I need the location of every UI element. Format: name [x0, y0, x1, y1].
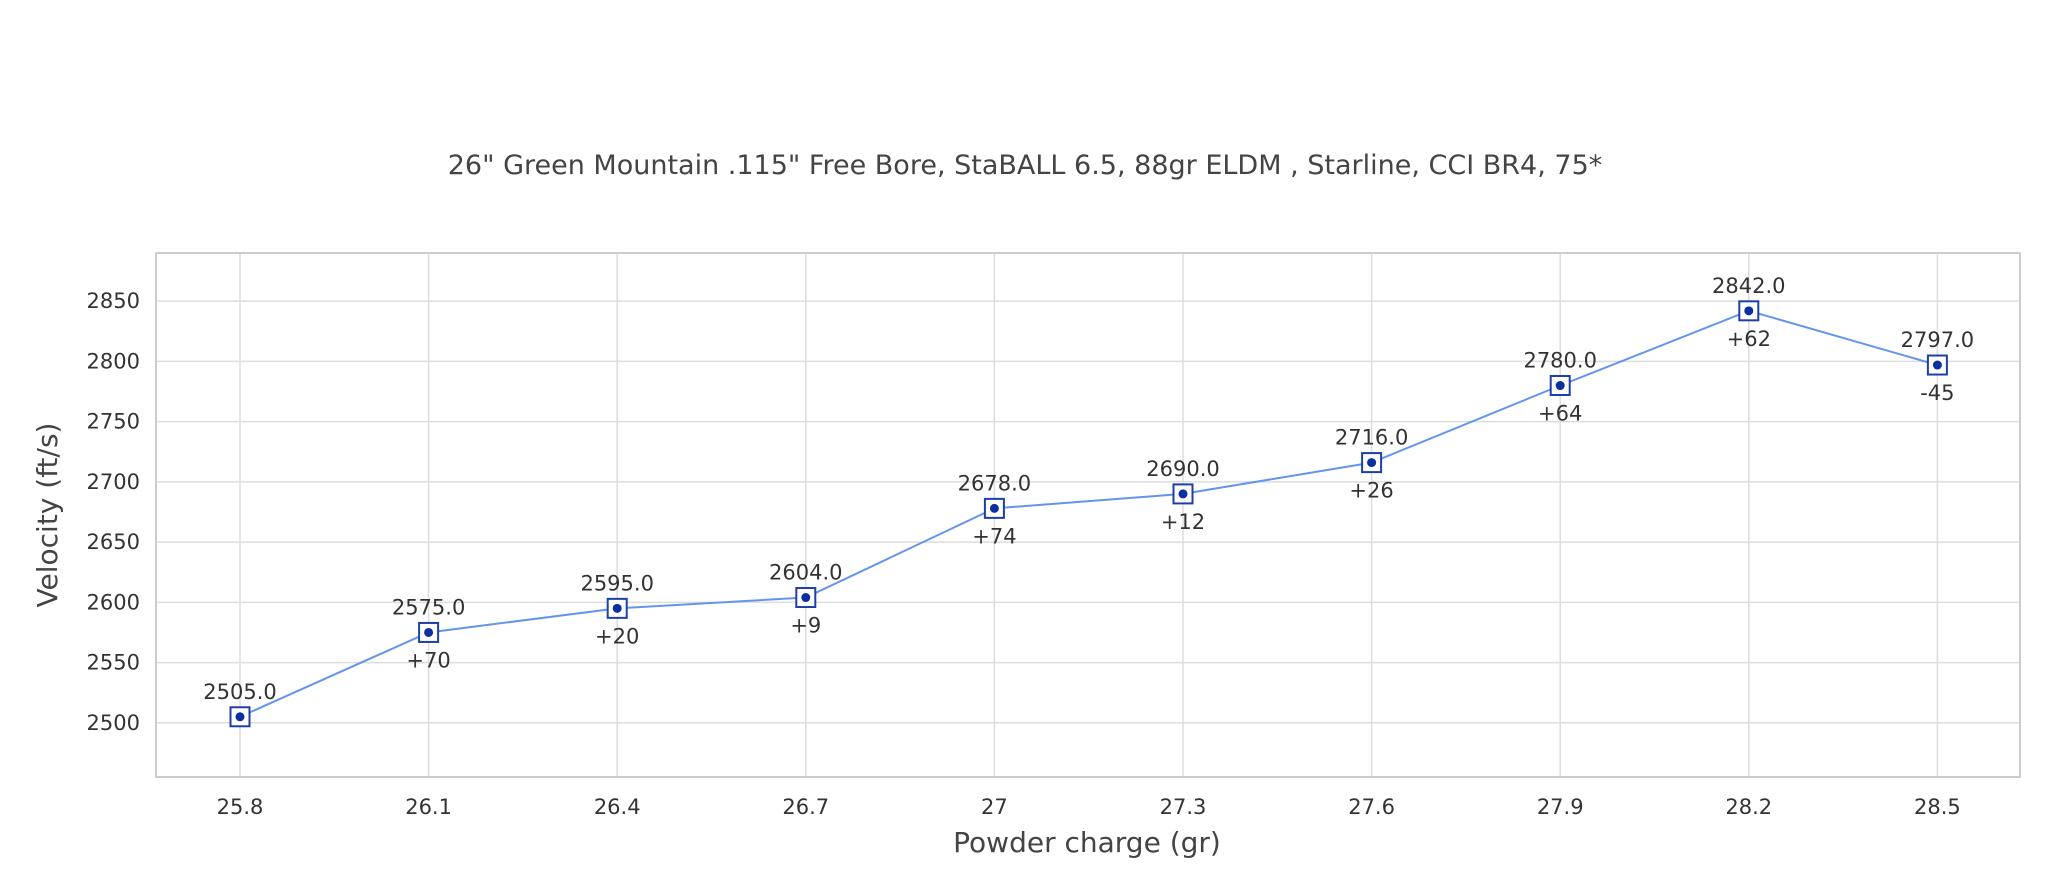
data-label-delta: +64: [1538, 402, 1582, 426]
point-dot: [424, 627, 434, 637]
y-tick-label: 2650: [87, 530, 140, 554]
data-label-value: 2575.0: [392, 595, 465, 619]
x-tick-label: 27.3: [1160, 795, 1207, 819]
data-label-value: 2604.0: [769, 561, 842, 585]
data-label-value: 2678.0: [958, 471, 1031, 495]
data-label-delta: -45: [1920, 381, 1954, 405]
point-dot: [612, 603, 622, 613]
data-label-delta: +20: [595, 624, 639, 648]
data-label-delta: +9: [790, 614, 821, 638]
y-axis-label: Velocity (ft/s): [31, 423, 64, 608]
point-dot: [1744, 306, 1754, 316]
x-tick-label: 26.7: [782, 795, 829, 819]
y-tick-label: 2700: [87, 470, 140, 494]
data-label-value: 2505.0: [203, 680, 276, 704]
data-label-value: 2595.0: [580, 571, 653, 595]
data-label-value: 2716.0: [1335, 426, 1408, 450]
data-label-value: 2797.0: [1901, 328, 1974, 352]
y-tick-label: 2500: [87, 711, 140, 735]
x-axis-ticks: 25.8 26.1 26.4 26.7 27 27.3 27.6 27.9 28.2 28.5: [217, 795, 1961, 819]
y-tick-label: 2600: [87, 590, 140, 614]
y-tick-label: 2550: [87, 651, 140, 675]
y-tick-label: 2750: [87, 410, 140, 434]
x-tick-label: 28.2: [1725, 795, 1772, 819]
x-axis-label: Powder charge (gr): [953, 826, 1221, 859]
point-dot: [1367, 458, 1377, 468]
data-label-delta: +26: [1349, 479, 1393, 503]
y-tick-label: 2800: [87, 349, 140, 373]
y-tick-label: 2850: [87, 289, 140, 313]
data-label-value: 2690.0: [1146, 457, 1219, 481]
data-label-value: 2780.0: [1523, 349, 1596, 373]
x-tick-label: 27: [981, 795, 1008, 819]
series-velocity: 2505.0 2575.0 +70 2595.0 +20 2604.0 +9 2678.0 +7…: [203, 274, 1974, 728]
x-tick-label: 27.6: [1348, 795, 1395, 819]
x-tick-label: 25.8: [217, 795, 264, 819]
data-label-delta: +62: [1727, 327, 1771, 351]
point-dot: [989, 503, 999, 513]
y-axis-ticks: 2500 2550 2600 2650 2700 2750 2800 2850: [87, 289, 140, 735]
point-dot: [1932, 360, 1942, 370]
plot-area-frame: [155, 252, 2021, 778]
data-label-value: 2842.0: [1712, 274, 1785, 298]
chart-title: 26" Green Mountain .115" Free Bore, StaB…: [448, 150, 1603, 181]
x-tick-label: 26.4: [594, 795, 641, 819]
point-dot: [1555, 381, 1565, 391]
data-label-delta: +74: [972, 524, 1016, 548]
x-tick-label: 28.5: [1914, 795, 1961, 819]
point-dot: [1178, 489, 1188, 499]
point-dot: [235, 712, 245, 722]
data-label-delta: +70: [406, 648, 450, 672]
x-tick-label: 27.9: [1537, 795, 1584, 819]
series-line: [239, 309, 1938, 718]
data-label-delta: +12: [1161, 510, 1205, 534]
point-dot: [801, 593, 811, 603]
x-tick-label: 26.1: [405, 795, 452, 819]
